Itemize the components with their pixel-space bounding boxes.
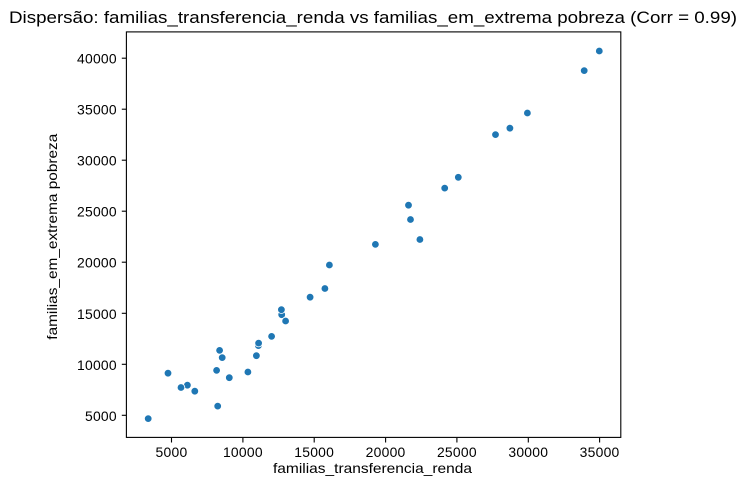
svg-text:20000: 20000 xyxy=(77,255,117,271)
svg-text:10000: 10000 xyxy=(77,357,117,373)
svg-text:35000: 35000 xyxy=(580,444,620,460)
svg-text:10000: 10000 xyxy=(223,444,263,460)
svg-text:15000: 15000 xyxy=(77,306,117,322)
svg-text:familias_em_extrema pobreza: familias_em_extrema pobreza xyxy=(44,133,60,339)
svg-text:35000: 35000 xyxy=(77,102,117,118)
svg-text:30000: 30000 xyxy=(77,153,117,169)
svg-text:5000: 5000 xyxy=(156,444,188,460)
svg-text:25000: 25000 xyxy=(437,444,477,460)
svg-text:25000: 25000 xyxy=(77,204,117,220)
svg-text:30000: 30000 xyxy=(508,444,548,460)
svg-text:20000: 20000 xyxy=(366,444,406,460)
svg-text:40000: 40000 xyxy=(77,51,117,67)
svg-text:Dispersão: familias_transferen: Dispersão: familias_transferencia_renda … xyxy=(9,8,737,27)
svg-text:15000: 15000 xyxy=(294,444,334,460)
svg-text:5000: 5000 xyxy=(85,408,117,424)
svg-text:familias_transferencia_renda: familias_transferencia_renda xyxy=(273,460,472,476)
